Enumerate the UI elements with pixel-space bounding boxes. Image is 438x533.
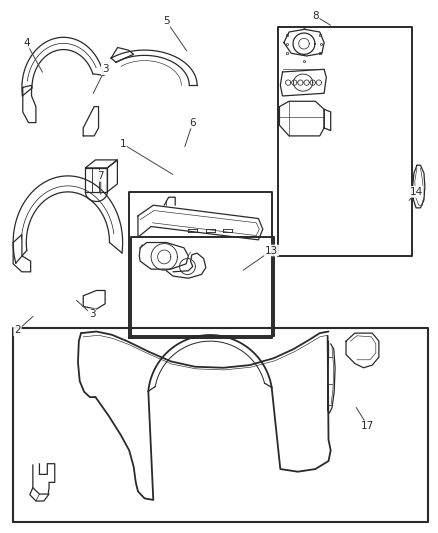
Text: 1: 1 [119, 139, 126, 149]
Text: 13: 13 [265, 246, 278, 255]
Text: 4: 4 [23, 38, 30, 47]
Text: 8: 8 [312, 11, 319, 21]
Text: 6: 6 [189, 118, 196, 127]
Text: 3: 3 [102, 64, 109, 74]
Text: 14: 14 [410, 187, 423, 197]
Text: 7: 7 [97, 171, 104, 181]
Text: 17: 17 [361, 422, 374, 431]
Text: 5: 5 [163, 17, 170, 26]
Text: 3: 3 [88, 310, 95, 319]
Text: 2: 2 [14, 326, 21, 335]
